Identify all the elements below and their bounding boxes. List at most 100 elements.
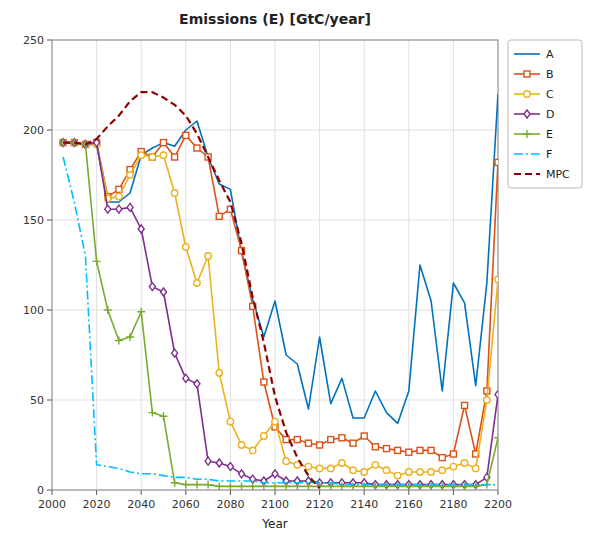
marker bbox=[449, 482, 457, 490]
marker bbox=[524, 71, 530, 77]
marker bbox=[524, 110, 530, 118]
series-line bbox=[63, 143, 498, 485]
marker bbox=[171, 479, 179, 487]
series bbox=[63, 94, 498, 423]
marker bbox=[127, 172, 133, 178]
marker bbox=[226, 482, 234, 490]
series bbox=[63, 92, 319, 488]
marker bbox=[372, 462, 378, 468]
axes: 2000202020402060208021002120214021602180… bbox=[23, 34, 512, 511]
y-tick bbox=[47, 490, 52, 491]
marker bbox=[216, 459, 222, 467]
marker bbox=[238, 482, 246, 490]
marker bbox=[472, 482, 480, 490]
marker bbox=[161, 288, 167, 296]
marker bbox=[172, 349, 178, 357]
marker bbox=[305, 463, 311, 469]
marker bbox=[495, 276, 498, 282]
x-tick-label: 2080 bbox=[216, 498, 244, 511]
marker bbox=[149, 283, 155, 291]
legend: ABCDEFMPC bbox=[508, 40, 582, 188]
marker bbox=[182, 481, 190, 489]
chart: 2000202020402060208021002120214021602180… bbox=[0, 0, 590, 542]
marker bbox=[328, 437, 334, 443]
x-tick-label: 2000 bbox=[38, 498, 66, 511]
marker bbox=[161, 140, 167, 146]
legend-line bbox=[514, 53, 540, 55]
marker bbox=[427, 482, 435, 490]
marker bbox=[450, 451, 456, 457]
marker bbox=[439, 455, 445, 461]
marker bbox=[137, 308, 145, 316]
x-grid-line bbox=[408, 40, 409, 490]
x-tick-label: 2120 bbox=[306, 498, 334, 511]
y-tick-label: 150 bbox=[23, 214, 44, 227]
x-tick-label: 2020 bbox=[83, 498, 111, 511]
marker bbox=[484, 397, 490, 403]
marker bbox=[328, 465, 334, 471]
marker bbox=[523, 130, 531, 138]
marker bbox=[360, 482, 368, 490]
marker bbox=[194, 145, 200, 151]
series bbox=[60, 139, 498, 478]
x-tick bbox=[498, 490, 499, 495]
x-grid-line bbox=[185, 40, 186, 490]
y-tick-label: 0 bbox=[37, 484, 44, 497]
marker bbox=[417, 447, 423, 453]
y-tick bbox=[47, 40, 52, 41]
x-grid-line bbox=[141, 40, 142, 490]
legend-label: E bbox=[546, 128, 553, 141]
x-tick-label: 2200 bbox=[484, 498, 512, 511]
x-tick-label: 2060 bbox=[172, 498, 200, 511]
marker bbox=[204, 481, 212, 489]
marker bbox=[305, 440, 311, 446]
marker bbox=[383, 482, 391, 490]
legend-label: B bbox=[546, 68, 554, 81]
series-line bbox=[63, 157, 498, 485]
grid bbox=[52, 40, 498, 490]
marker bbox=[205, 253, 211, 259]
marker bbox=[272, 418, 278, 424]
x-tick bbox=[185, 490, 186, 495]
marker bbox=[495, 391, 498, 399]
marker bbox=[272, 470, 278, 478]
y-tick-label: 200 bbox=[23, 124, 44, 137]
series bbox=[60, 139, 498, 489]
marker bbox=[104, 306, 112, 314]
marker bbox=[405, 482, 413, 490]
marker bbox=[317, 442, 323, 448]
marker bbox=[215, 482, 223, 490]
legend-label: MPC bbox=[546, 168, 570, 181]
marker bbox=[126, 333, 134, 341]
x-grid-line bbox=[364, 40, 365, 490]
marker bbox=[462, 402, 468, 408]
y-grid-line bbox=[52, 310, 498, 311]
x-tick bbox=[453, 490, 454, 495]
marker bbox=[160, 412, 168, 420]
x-tick bbox=[319, 490, 320, 495]
marker bbox=[361, 469, 367, 475]
marker bbox=[105, 205, 111, 213]
marker bbox=[461, 460, 467, 466]
marker bbox=[138, 225, 144, 233]
x-tick-label: 2040 bbox=[127, 498, 155, 511]
marker bbox=[406, 449, 412, 455]
marker bbox=[261, 433, 267, 439]
marker bbox=[205, 457, 211, 465]
marker bbox=[216, 370, 222, 376]
marker bbox=[238, 442, 244, 448]
marker bbox=[371, 482, 379, 490]
marker bbox=[250, 475, 256, 483]
marker bbox=[193, 481, 201, 489]
series-line bbox=[63, 143, 498, 476]
marker bbox=[148, 409, 156, 417]
y-tick bbox=[47, 310, 52, 311]
y-tick bbox=[47, 220, 52, 221]
series bbox=[63, 157, 498, 485]
marker bbox=[372, 444, 378, 450]
y-tick bbox=[47, 400, 52, 401]
plot-area bbox=[59, 92, 498, 490]
series-line bbox=[63, 92, 319, 488]
marker bbox=[172, 154, 178, 160]
marker bbox=[127, 203, 133, 211]
